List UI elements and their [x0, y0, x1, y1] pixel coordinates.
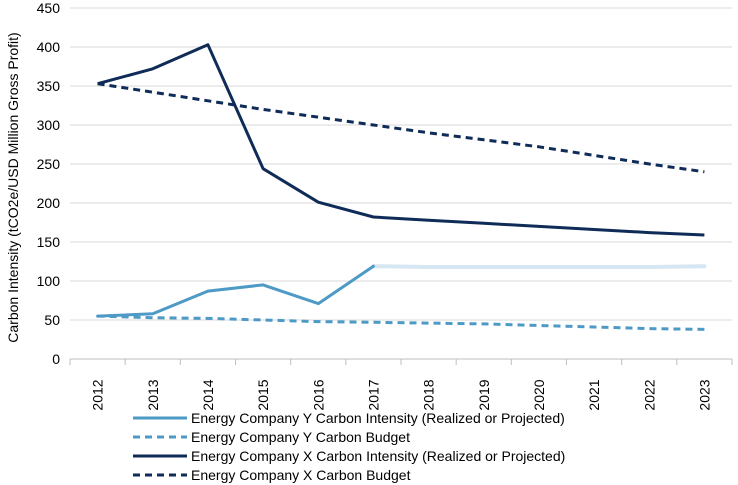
x-tick-label-2012: 2012 — [90, 379, 106, 410]
x-tick-label-2020: 2020 — [531, 379, 547, 410]
x-tick-label-2021: 2021 — [586, 379, 602, 410]
legend-label-2: Energy Company X Carbon Intensity (Reali… — [191, 448, 565, 464]
y-tick-label-200: 200 — [37, 195, 61, 211]
legend-label-3: Energy Company X Carbon Budget — [191, 467, 411, 483]
legend-item-3: Energy Company X Carbon Budget — [133, 467, 411, 483]
x-tick-label-2019: 2019 — [476, 379, 492, 410]
x-tick-label-2016: 2016 — [310, 379, 326, 410]
legend-item-0: Energy Company Y Carbon Intensity (Reali… — [133, 410, 565, 426]
series-0-realized-line — [96, 264, 375, 318]
series-2 — [97, 43, 705, 237]
y-tick-label-250: 250 — [37, 156, 61, 172]
grid-layer — [70, 7, 732, 321]
series-0-projected-line — [371, 264, 707, 269]
series-3 — [97, 82, 705, 174]
legend-item-2: Energy Company X Carbon Intensity (Reali… — [133, 448, 565, 464]
x-tick-label-2023: 2023 — [696, 379, 712, 410]
x-tick-label-2014: 2014 — [200, 379, 216, 410]
x-tick-label-2013: 2013 — [145, 379, 161, 410]
x-tick-label-2017: 2017 — [365, 379, 381, 410]
x-tick-label-2018: 2018 — [421, 379, 437, 410]
x-tick-label-2022: 2022 — [641, 379, 657, 410]
x-tick-label-2015: 2015 — [255, 379, 271, 410]
legend-label-0: Energy Company Y Carbon Intensity (Reali… — [191, 410, 565, 426]
y-axis-title: Carbon Intensity (tCO2e/USD Million Gros… — [5, 32, 21, 342]
series-2-line — [97, 43, 705, 237]
y-tick-label-150: 150 — [37, 234, 61, 250]
axis-layer — [69, 358, 733, 365]
legend-item-1: Energy Company Y Carbon Budget — [133, 429, 410, 445]
tick-label-layer: 0 50 100 150 200 250 300 350 400 450 2012 2013 2014 2… — [37, 0, 713, 411]
series-3-line — [97, 82, 705, 174]
y-tick-label-0: 0 — [52, 351, 60, 367]
series-layer — [96, 43, 707, 331]
y-tick-label-100: 100 — [37, 273, 61, 289]
y-tick-label-400: 400 — [37, 39, 61, 55]
legend-label-1: Energy Company Y Carbon Budget — [191, 429, 410, 445]
y-tick-label-50: 50 — [44, 312, 60, 328]
legend: Energy Company Y Carbon Intensity (Reali… — [133, 410, 565, 483]
y-tick-label-450: 450 — [37, 0, 61, 16]
y-tick-label-350: 350 — [37, 78, 61, 94]
series-1-line — [97, 314, 705, 331]
y-tick-label-300: 300 — [37, 117, 61, 133]
series-0 — [96, 264, 707, 318]
series-1 — [97, 314, 705, 331]
